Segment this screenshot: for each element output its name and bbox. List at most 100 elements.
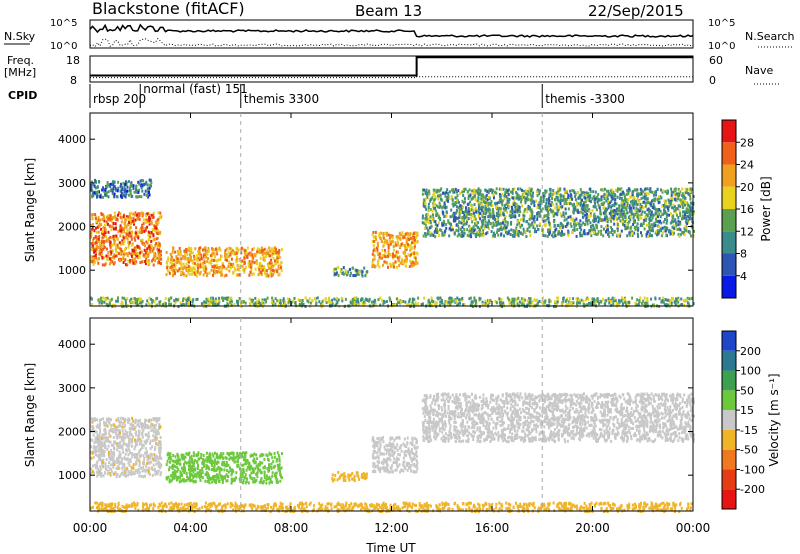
data-cell	[151, 439, 154, 443]
data-cell	[136, 244, 139, 248]
data-cell	[436, 213, 439, 216]
data-cell	[622, 209, 625, 213]
data-cell	[670, 301, 673, 305]
data-cell	[633, 196, 636, 200]
data-cell	[681, 217, 683, 221]
data-cell	[160, 262, 162, 265]
data-cell	[140, 186, 143, 190]
data-cell	[666, 205, 669, 209]
data-cell	[138, 246, 141, 250]
data-cell	[661, 231, 664, 235]
data-cell	[100, 227, 103, 231]
data-cell	[515, 298, 518, 302]
data-cell	[382, 244, 385, 248]
data-cell	[104, 188, 107, 192]
data-cell	[379, 256, 382, 260]
data-cell	[599, 211, 602, 215]
data-cell	[570, 224, 573, 228]
data-cell	[134, 421, 137, 425]
data-cell	[633, 198, 636, 202]
data-cell	[481, 233, 484, 237]
data-cell	[588, 301, 590, 305]
data-cell	[398, 255, 401, 259]
data-cell	[677, 300, 680, 304]
data-cell	[398, 258, 401, 262]
data-cell	[584, 222, 587, 226]
data-cell	[480, 197, 483, 201]
data-cell	[238, 258, 241, 262]
data-cell	[674, 193, 677, 197]
data-cell	[95, 220, 98, 224]
data-cell	[422, 234, 425, 238]
data-cell	[605, 225, 608, 229]
data-cell	[328, 296, 330, 300]
data-cell	[582, 201, 585, 204]
data-cell	[462, 205, 464, 209]
data-cell	[131, 455, 134, 459]
data-cell	[427, 193, 430, 197]
data-cell	[474, 232, 477, 236]
data-cell	[469, 200, 472, 204]
data-cell	[263, 298, 266, 302]
data-cell	[573, 226, 576, 230]
data-cell	[654, 297, 657, 301]
data-cell	[217, 302, 220, 306]
data-cell	[630, 212, 633, 216]
data-cell	[504, 220, 507, 224]
data-cell	[262, 255, 265, 259]
data-cell	[209, 254, 212, 258]
data-cell	[537, 228, 539, 231]
data-cell	[421, 221, 424, 225]
data-cell	[461, 190, 464, 194]
data-cell	[120, 220, 123, 224]
data-cell	[663, 206, 666, 210]
data-cell	[502, 207, 505, 211]
data-cell	[611, 216, 614, 219]
data-cell	[243, 267, 246, 271]
data-cell	[129, 299, 132, 303]
data-cell	[147, 191, 150, 194]
data-cell	[159, 244, 161, 248]
data-cell	[97, 218, 100, 222]
data-cell	[434, 223, 437, 226]
data-cell	[582, 221, 585, 225]
data-cell	[279, 298, 282, 302]
data-cell	[485, 232, 488, 236]
data-cell	[557, 232, 559, 236]
data-cell	[490, 200, 493, 204]
data-cell	[148, 238, 150, 241]
data-cell	[442, 223, 445, 227]
data-cell	[660, 196, 663, 200]
data-cell	[488, 212, 491, 216]
data-cell	[572, 217, 574, 221]
data-cell	[153, 224, 156, 228]
data-cell	[195, 253, 198, 257]
freq-left-label-2: [MHz]	[4, 66, 36, 79]
data-cell	[337, 298, 340, 302]
data-cell	[624, 203, 627, 207]
data-cell	[182, 257, 185, 261]
data-cell	[266, 296, 269, 300]
data-cell	[374, 235, 377, 239]
data-cell	[177, 305, 180, 309]
data-cell	[636, 303, 639, 307]
data-cell	[596, 196, 599, 200]
data-cell	[110, 258, 112, 262]
data-cell	[651, 213, 654, 217]
data-cell	[212, 299, 215, 303]
data-cell	[609, 189, 612, 193]
data-cell	[112, 465, 115, 469]
data-cell	[435, 227, 438, 231]
data-cell	[675, 297, 677, 301]
data-cell	[566, 303, 569, 306]
data-cell	[405, 255, 408, 259]
data-cell	[181, 267, 184, 271]
data-cell	[593, 199, 596, 203]
data-cell	[229, 247, 232, 251]
data-cell	[186, 300, 189, 304]
data-cell	[256, 250, 259, 254]
data-cell	[404, 253, 407, 257]
data-cell	[237, 303, 239, 306]
data-cell	[391, 234, 394, 238]
data-cell	[578, 193, 581, 197]
